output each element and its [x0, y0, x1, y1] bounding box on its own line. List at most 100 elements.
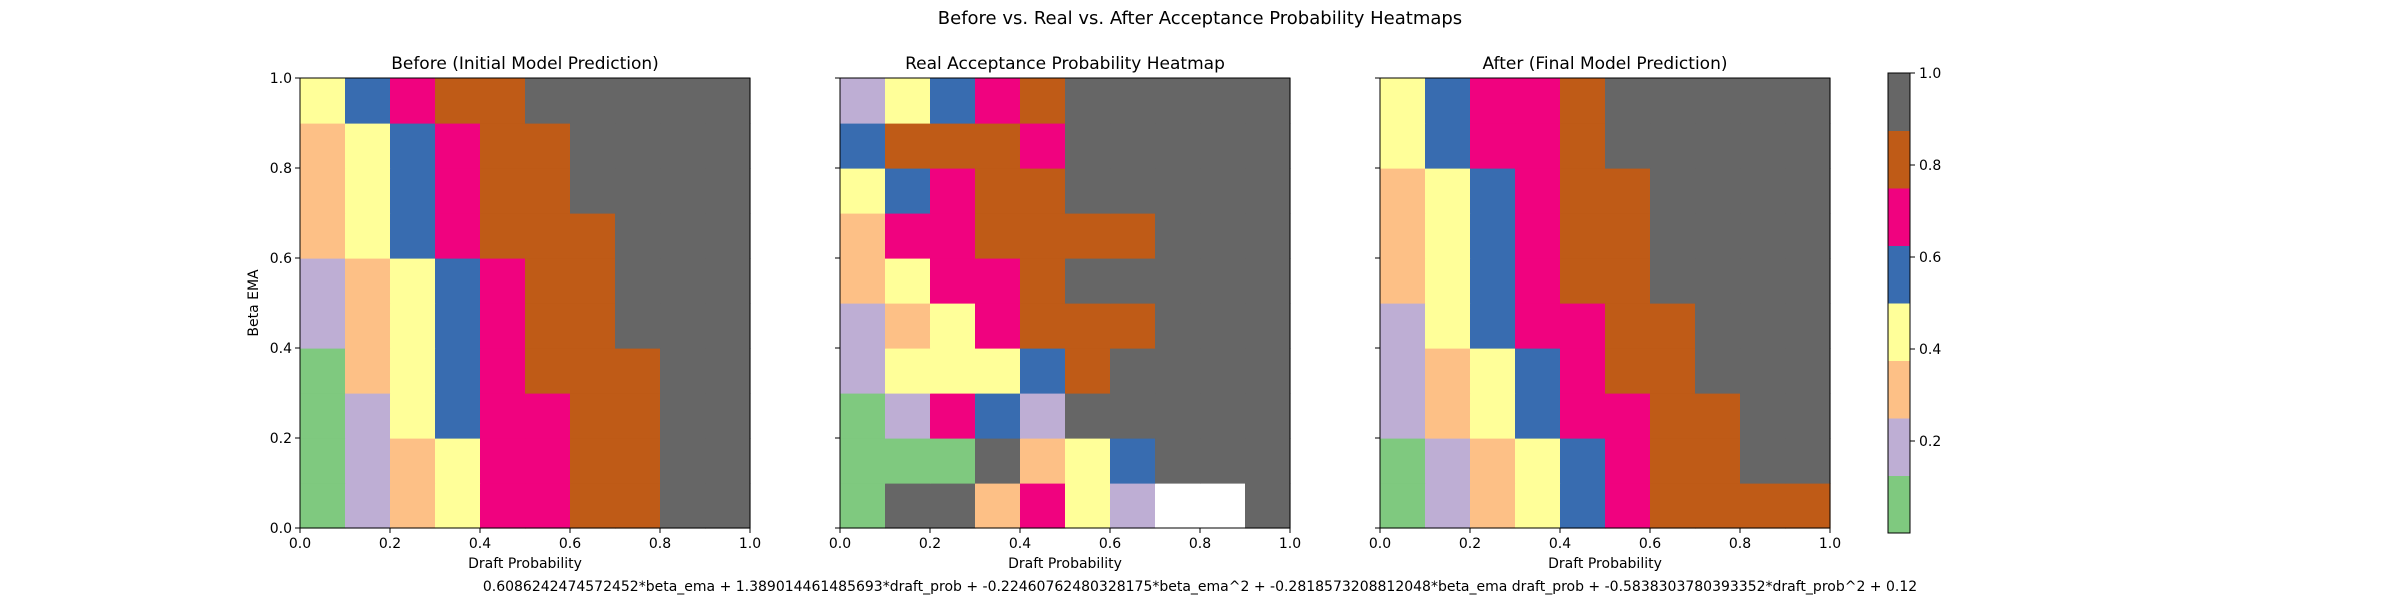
heatmap-cell — [1785, 348, 1831, 394]
heatmap-cell — [615, 483, 661, 529]
heatmap-cell — [390, 438, 436, 484]
heatmap-cell — [1650, 483, 1696, 529]
heatmap-cell — [1200, 258, 1246, 304]
heatmap-cell — [660, 78, 706, 124]
heatmap-cell — [1785, 258, 1831, 304]
heatmap-cell — [1020, 258, 1066, 304]
heatmap-cell — [1200, 78, 1246, 124]
heatmap-cell — [1605, 258, 1651, 304]
heatmap-cell — [975, 393, 1021, 439]
heatmap-cell — [435, 213, 481, 259]
heatmap-cell — [660, 168, 706, 214]
heatmap-cell — [660, 303, 706, 349]
heatmap-cell — [1650, 303, 1696, 349]
heatmap-cell — [1785, 483, 1831, 529]
heatmap-cell — [435, 78, 481, 124]
heatmap-cell — [1560, 258, 1606, 304]
heatmap-cell — [615, 123, 661, 169]
heatmap-cell — [930, 213, 976, 259]
heatmap-cell — [1200, 123, 1246, 169]
heatmap-cell — [570, 483, 616, 529]
heatmap-cell — [525, 303, 571, 349]
heatmap-cell — [300, 78, 346, 124]
heatmap-cell — [1650, 213, 1696, 259]
heatmap-cell — [1380, 213, 1426, 259]
heatmap-cell — [705, 393, 751, 439]
heatmap-cell — [570, 348, 616, 394]
colorbar-tick-label: 0.8 — [1919, 158, 1941, 174]
heatmap-cell — [1110, 213, 1156, 259]
heatmap-cell — [975, 78, 1021, 124]
x-tick-label: 0.0 — [829, 536, 851, 552]
heatmap-cell — [1425, 303, 1471, 349]
heatmap-cell — [1560, 78, 1606, 124]
heatmap-cell — [570, 258, 616, 304]
heatmap-cell — [1470, 483, 1516, 529]
heatmap-cells — [1380, 78, 1831, 529]
heatmap-cell — [435, 393, 481, 439]
heatmap-cell — [1425, 438, 1471, 484]
heatmap-cell — [525, 78, 571, 124]
heatmap-cell — [660, 258, 706, 304]
heatmap-cell — [390, 78, 436, 124]
heatmap-cell — [1155, 168, 1201, 214]
heatmap-cell — [615, 393, 661, 439]
heatmap-cell — [1740, 438, 1786, 484]
colorbar-tick-label: 0.4 — [1919, 342, 1941, 358]
x-tick-label: 0.6 — [1099, 536, 1121, 552]
heatmap-cell — [840, 123, 886, 169]
heatmap-cell — [570, 168, 616, 214]
heatmap-cell — [615, 438, 661, 484]
heatmap-cell — [1695, 258, 1741, 304]
heatmap-cell — [480, 213, 526, 259]
heatmap-cell — [570, 438, 616, 484]
heatmap-cell — [390, 258, 436, 304]
heatmap-cell — [1155, 348, 1201, 394]
heatmap-cell — [705, 438, 751, 484]
heatmap-cell — [390, 393, 436, 439]
heatmap-cell — [1020, 303, 1066, 349]
heatmap-cell — [1065, 303, 1111, 349]
heatmap-cell — [1200, 438, 1246, 484]
colorbar-segment — [1888, 360, 1910, 419]
heatmap-cell — [975, 258, 1021, 304]
heatmap-cell — [885, 213, 931, 259]
heatmap-cell — [1695, 483, 1741, 529]
heatmap-cell — [885, 348, 931, 394]
heatmap-cell — [840, 258, 886, 304]
heatmap-cell — [1470, 258, 1516, 304]
heatmap-cell — [300, 438, 346, 484]
heatmap-cell — [1650, 258, 1696, 304]
heatmap-cell — [480, 348, 526, 394]
heatmap-cell — [1695, 213, 1741, 259]
x-tick-label: 0.0 — [289, 536, 311, 552]
heatmap-cell — [885, 123, 931, 169]
heatmap-cell — [1020, 123, 1066, 169]
heatmap-cell — [1200, 483, 1246, 529]
heatmap-cell — [1065, 78, 1111, 124]
heatmap-cell — [1605, 438, 1651, 484]
panel-title: After (Final Model Prediction) — [1483, 54, 1728, 74]
heatmap-cell — [1425, 393, 1471, 439]
heatmap-cell — [1470, 213, 1516, 259]
heatmap-cell — [840, 168, 886, 214]
heatmap-cell — [1605, 348, 1651, 394]
heatmap-cell — [615, 213, 661, 259]
colorbar-segment — [1888, 130, 1910, 189]
axes-frame — [839, 77, 1291, 529]
heatmap-cell — [1110, 393, 1156, 439]
heatmap-cell — [1740, 393, 1786, 439]
heatmap-cell — [480, 438, 526, 484]
heatmap-cell — [1740, 348, 1786, 394]
heatmap-cell — [300, 123, 346, 169]
heatmap-cell — [1245, 438, 1291, 484]
heatmap-cell — [1560, 393, 1606, 439]
colorbar-tick-label: 0.2 — [1919, 434, 1941, 450]
heatmap-cell — [1380, 303, 1426, 349]
heatmap-cell — [480, 393, 526, 439]
heatmap-cell — [1065, 393, 1111, 439]
heatmap-cell — [885, 258, 931, 304]
heatmap-cell — [1425, 213, 1471, 259]
heatmap-cell — [1380, 168, 1426, 214]
heatmap-cell — [1470, 168, 1516, 214]
